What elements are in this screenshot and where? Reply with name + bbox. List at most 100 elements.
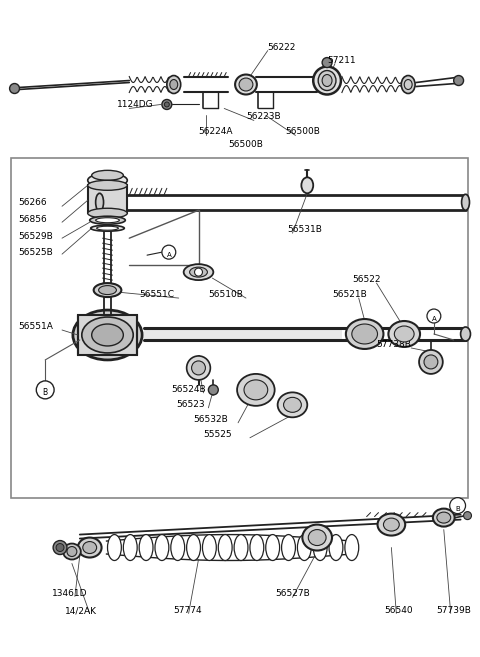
Circle shape	[427, 309, 441, 323]
Text: 56532B: 56532B	[193, 415, 228, 424]
Text: 14/2AK: 14/2AK	[65, 606, 97, 616]
Text: 56500B: 56500B	[228, 141, 263, 149]
Circle shape	[322, 58, 332, 68]
Circle shape	[192, 361, 205, 375]
Circle shape	[53, 541, 67, 555]
Text: 56551C: 56551C	[139, 290, 174, 299]
Ellipse shape	[313, 535, 327, 560]
Ellipse shape	[388, 321, 420, 347]
Ellipse shape	[82, 317, 133, 353]
Circle shape	[464, 512, 471, 520]
Ellipse shape	[237, 374, 275, 406]
Ellipse shape	[184, 264, 213, 280]
Ellipse shape	[301, 177, 313, 193]
Ellipse shape	[67, 547, 77, 556]
Text: 56222: 56222	[268, 43, 296, 52]
Ellipse shape	[298, 535, 311, 560]
Ellipse shape	[187, 535, 201, 560]
Ellipse shape	[218, 535, 232, 560]
Text: 56531B: 56531B	[288, 225, 323, 234]
Ellipse shape	[96, 217, 120, 223]
Circle shape	[454, 76, 464, 85]
Ellipse shape	[266, 535, 280, 560]
Ellipse shape	[322, 74, 332, 87]
Ellipse shape	[167, 76, 180, 93]
Text: 56525B: 56525B	[19, 248, 53, 257]
Text: 56224A: 56224A	[199, 127, 233, 137]
Circle shape	[162, 99, 172, 110]
Circle shape	[450, 497, 466, 514]
Ellipse shape	[282, 535, 295, 560]
Text: 56551A: 56551A	[19, 322, 53, 331]
Circle shape	[56, 543, 64, 551]
Ellipse shape	[235, 74, 257, 95]
Ellipse shape	[73, 310, 142, 360]
Circle shape	[208, 385, 218, 395]
Ellipse shape	[437, 512, 451, 523]
Text: 56523: 56523	[177, 400, 205, 409]
Circle shape	[36, 381, 54, 399]
Ellipse shape	[401, 76, 415, 93]
Ellipse shape	[244, 380, 268, 400]
Text: B: B	[455, 506, 460, 512]
Text: 57739B: 57739B	[436, 606, 471, 616]
Circle shape	[10, 83, 20, 93]
Ellipse shape	[92, 170, 123, 180]
Ellipse shape	[170, 79, 178, 89]
Ellipse shape	[313, 66, 341, 95]
Ellipse shape	[395, 326, 414, 342]
Ellipse shape	[92, 324, 123, 346]
Text: A: A	[432, 316, 436, 322]
Ellipse shape	[88, 208, 127, 218]
Ellipse shape	[155, 535, 169, 560]
Text: 56500B: 56500B	[286, 127, 321, 137]
Text: 56266: 56266	[19, 198, 47, 207]
Bar	[11, 158, 468, 497]
Ellipse shape	[234, 535, 248, 560]
Ellipse shape	[63, 543, 81, 560]
Ellipse shape	[302, 524, 332, 551]
Ellipse shape	[433, 509, 455, 526]
Ellipse shape	[96, 193, 104, 212]
Ellipse shape	[88, 173, 127, 187]
Text: 57211: 57211	[327, 56, 356, 64]
Circle shape	[419, 350, 443, 374]
Ellipse shape	[78, 537, 102, 558]
Text: 56522: 56522	[352, 275, 380, 284]
Circle shape	[194, 268, 203, 276]
Text: A: A	[167, 252, 171, 258]
Ellipse shape	[88, 180, 127, 191]
Ellipse shape	[277, 392, 307, 417]
Ellipse shape	[284, 397, 301, 413]
Ellipse shape	[98, 286, 117, 294]
Ellipse shape	[239, 78, 253, 91]
Text: 1124DG: 1124DG	[118, 101, 154, 110]
Bar	[88, 185, 127, 214]
Ellipse shape	[90, 216, 125, 224]
Ellipse shape	[352, 324, 377, 344]
Ellipse shape	[139, 535, 153, 560]
Bar	[144, 329, 342, 339]
Text: 56529B: 56529B	[19, 232, 53, 241]
Text: 56510B: 56510B	[208, 290, 243, 299]
Circle shape	[424, 355, 438, 369]
Text: 56524B: 56524B	[171, 385, 205, 394]
Text: 56223B: 56223B	[246, 112, 281, 122]
Ellipse shape	[250, 535, 264, 560]
Ellipse shape	[91, 225, 124, 231]
Ellipse shape	[94, 283, 121, 297]
Text: 56540: 56540	[384, 606, 413, 616]
Ellipse shape	[346, 319, 384, 349]
Ellipse shape	[123, 535, 137, 560]
Ellipse shape	[203, 535, 216, 560]
Text: 57738B: 57738B	[376, 340, 411, 349]
Text: 55525: 55525	[204, 430, 232, 439]
Ellipse shape	[96, 226, 119, 230]
Circle shape	[164, 102, 169, 107]
Ellipse shape	[377, 514, 405, 535]
Ellipse shape	[83, 541, 96, 554]
Ellipse shape	[308, 530, 326, 545]
Ellipse shape	[108, 535, 121, 560]
Ellipse shape	[384, 518, 399, 531]
Ellipse shape	[171, 535, 185, 560]
